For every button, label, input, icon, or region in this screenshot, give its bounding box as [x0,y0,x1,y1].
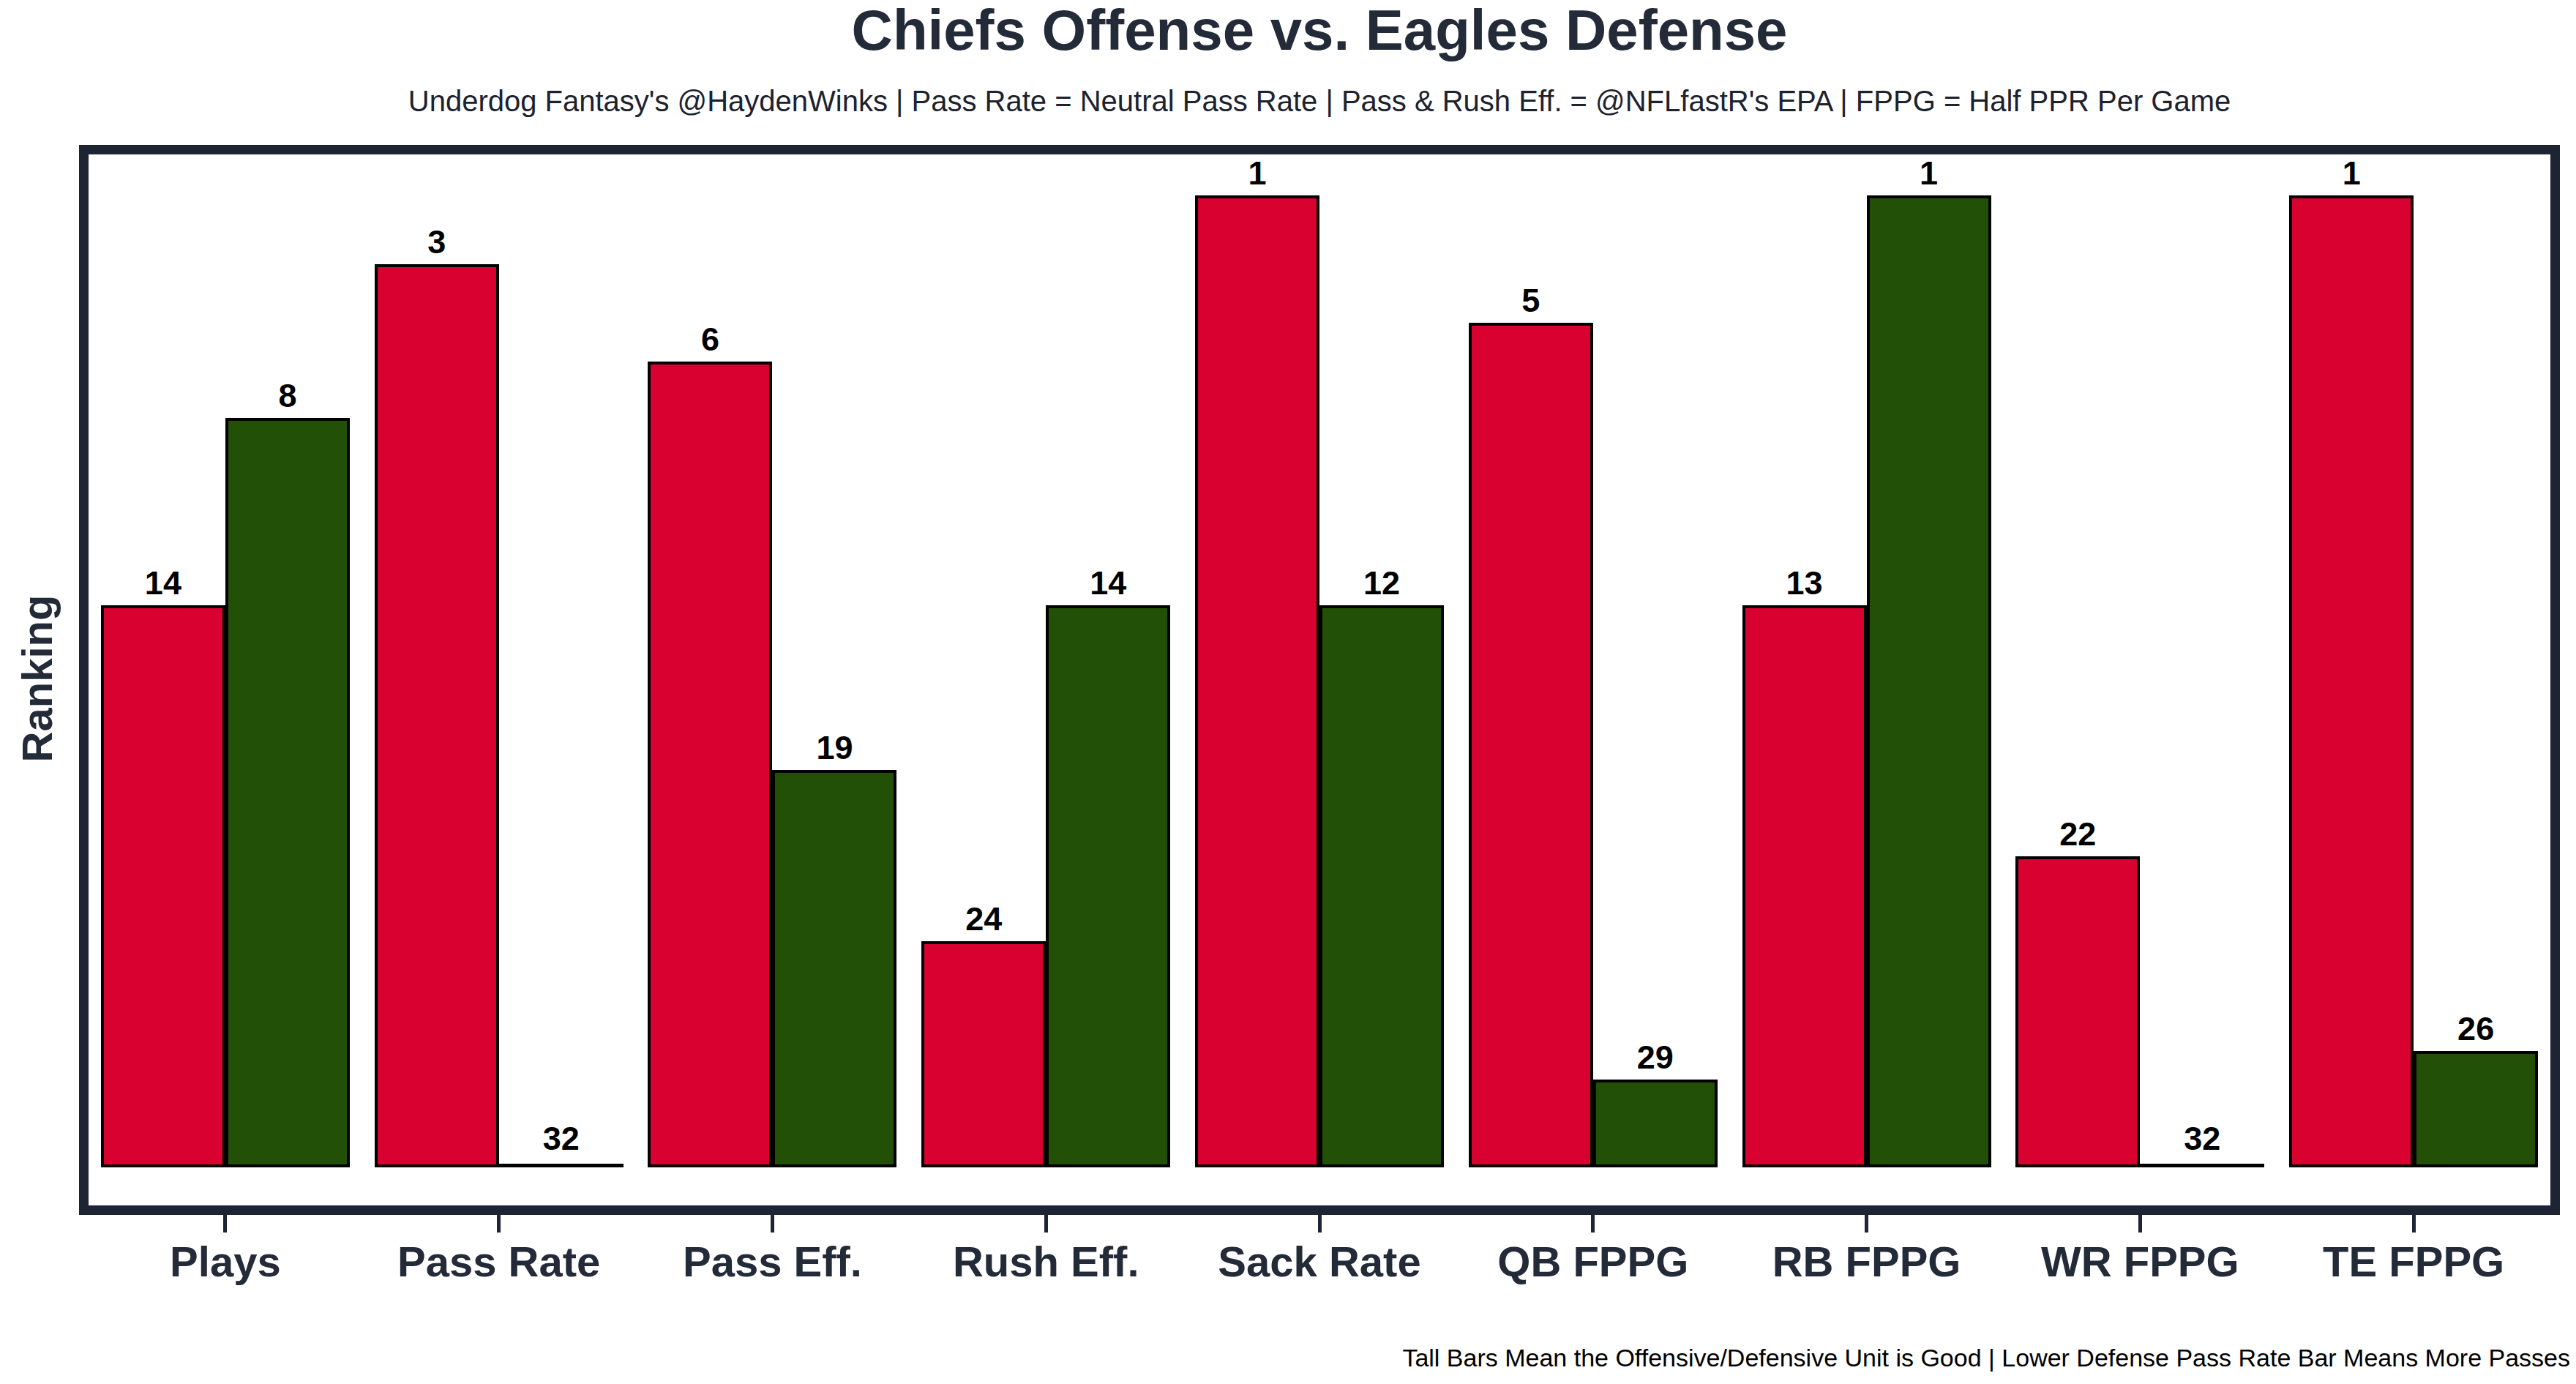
bar-value-label: 1 [2343,154,2361,192]
bar-chiefs-offense-rb-fppg: 13 [1742,605,1867,1167]
x-axis-cell-te-fppg: TE FPPG [2277,1215,2550,1286]
x-tick [2412,1215,2416,1232]
x-axis-cell-pass-eff: Pass Eff. [636,1215,910,1286]
x-tick [497,1215,501,1232]
chart-subtitle: Underdog Fantasy's @HaydenWinks | Pass R… [79,85,2560,118]
bar-value-label: 6 [701,321,719,359]
x-tick [1591,1215,1595,1232]
x-tick-label-pass-eff: Pass Eff. [683,1237,862,1286]
x-tick [1865,1215,1868,1232]
bar-value-label: 3 [427,223,446,261]
chart-canvas: Chiefs Offense vs. Eagles Defense Underd… [0,0,2576,1384]
x-tick-label-rush-eff: Rush Eff. [953,1237,1139,1286]
bar-group-qb-fppg: 529 [1456,154,1730,1205]
x-tick-label-wr-fppg: WR FPPG [2041,1237,2239,1286]
bar-group-sack-rate: 112 [1183,154,1456,1205]
x-tick-label-rb-fppg: RB FPPG [1772,1237,1961,1286]
bar-group-wr-fppg: 2232 [2003,154,2277,1205]
bar-value-label: 19 [816,729,853,767]
bar-value-label: 1 [1248,154,1267,192]
bar-eagles-defense-qb-fppg: 29 [1593,1080,1718,1167]
bar-eagles-defense-te-fppg: 26 [2414,1051,2538,1167]
bar-chiefs-offense-pass-eff: 6 [648,362,772,1167]
bar-value-label: 8 [278,377,296,415]
bar-eagles-defense-rb-fppg: 1 [1867,195,1991,1167]
bar-chiefs-offense-qb-fppg: 5 [1469,323,1593,1167]
bar-value-label: 13 [1786,564,1823,602]
bar-eagles-defense-wr-fppg: 32 [2140,1164,2264,1167]
bar-group-plays: 148 [89,154,362,1205]
x-axis-cell-wr-fppg: WR FPPG [2003,1215,2277,1286]
chart-title: Chiefs Offense vs. Eagles Defense [79,0,2560,64]
bar-chiefs-offense-sack-rate: 1 [1195,195,1319,1167]
bar-value-label: 1 [1920,154,1938,192]
bar-eagles-defense-pass-rate: 32 [499,1164,624,1167]
bar-eagles-defense-sack-rate: 12 [1319,605,1444,1167]
bar-group-te-fppg: 126 [2277,154,2550,1205]
x-tick-label-sack-rate: Sack Rate [1218,1237,1420,1286]
bar-value-label: 29 [1637,1039,1674,1077]
x-tick [2138,1215,2142,1232]
x-tick [223,1215,227,1232]
x-axis-cell-rush-eff: Rush Eff. [909,1215,1183,1286]
x-axis-cell-plays: Plays [89,1215,362,1286]
bar-chiefs-offense-plays: 14 [101,605,225,1167]
bar-eagles-defense-plays: 8 [225,418,350,1167]
x-tick [1318,1215,1322,1232]
bar-chiefs-offense-te-fppg: 1 [2289,195,2414,1167]
x-axis: Plays Pass Rate Pass Eff. Rush Eff. Sack Rat… [89,1215,2550,1286]
bar-value-label: 12 [1363,564,1400,602]
plot-frame: 14833261924141125291312232126 [79,145,2560,1215]
bar-chiefs-offense-pass-rate: 3 [375,264,499,1167]
x-tick [771,1215,774,1232]
x-tick-label-te-fppg: TE FPPG [2323,1237,2504,1286]
bar-group-pass-rate: 332 [362,154,636,1205]
bar-eagles-defense-rush-eff: 14 [1046,605,1170,1167]
bar-group-pass-eff: 619 [636,154,910,1205]
bar-value-label: 22 [2059,815,2096,853]
plot-area: 14833261924141125291312232126 [89,154,2550,1205]
x-axis-cell-rb-fppg: RB FPPG [1730,1215,2004,1286]
bar-chiefs-offense-rush-eff: 24 [921,941,1046,1167]
x-tick [1044,1215,1048,1232]
bar-group-rush-eff: 2414 [909,154,1183,1205]
bar-value-label: 26 [2457,1010,2494,1048]
bar-value-label: 32 [2184,1120,2220,1158]
x-axis-cell-sack-rate: Sack Rate [1183,1215,1456,1286]
bar-group-rb-fppg: 131 [1730,154,2004,1205]
x-axis-cell-pass-rate: Pass Rate [362,1215,636,1286]
x-tick-label-qb-fppg: QB FPPG [1497,1237,1688,1286]
bar-value-label: 5 [1521,282,1540,320]
bar-chiefs-offense-wr-fppg: 22 [2015,856,2140,1167]
y-axis-label: Ranking [12,595,61,763]
x-tick-label-plays: Plays [170,1237,281,1286]
bar-value-label: 32 [543,1120,580,1158]
bar-value-label: 14 [145,564,181,602]
bar-value-label: 24 [965,900,1002,938]
bar-value-label: 14 [1090,564,1126,602]
bar-eagles-defense-pass-eff: 19 [772,770,896,1167]
footnote: Tall Bars Mean the Offensive/Defensive U… [1402,1344,2570,1372]
x-axis-cell-qb-fppg: QB FPPG [1456,1215,1730,1286]
x-tick-label-pass-rate: Pass Rate [397,1237,600,1286]
